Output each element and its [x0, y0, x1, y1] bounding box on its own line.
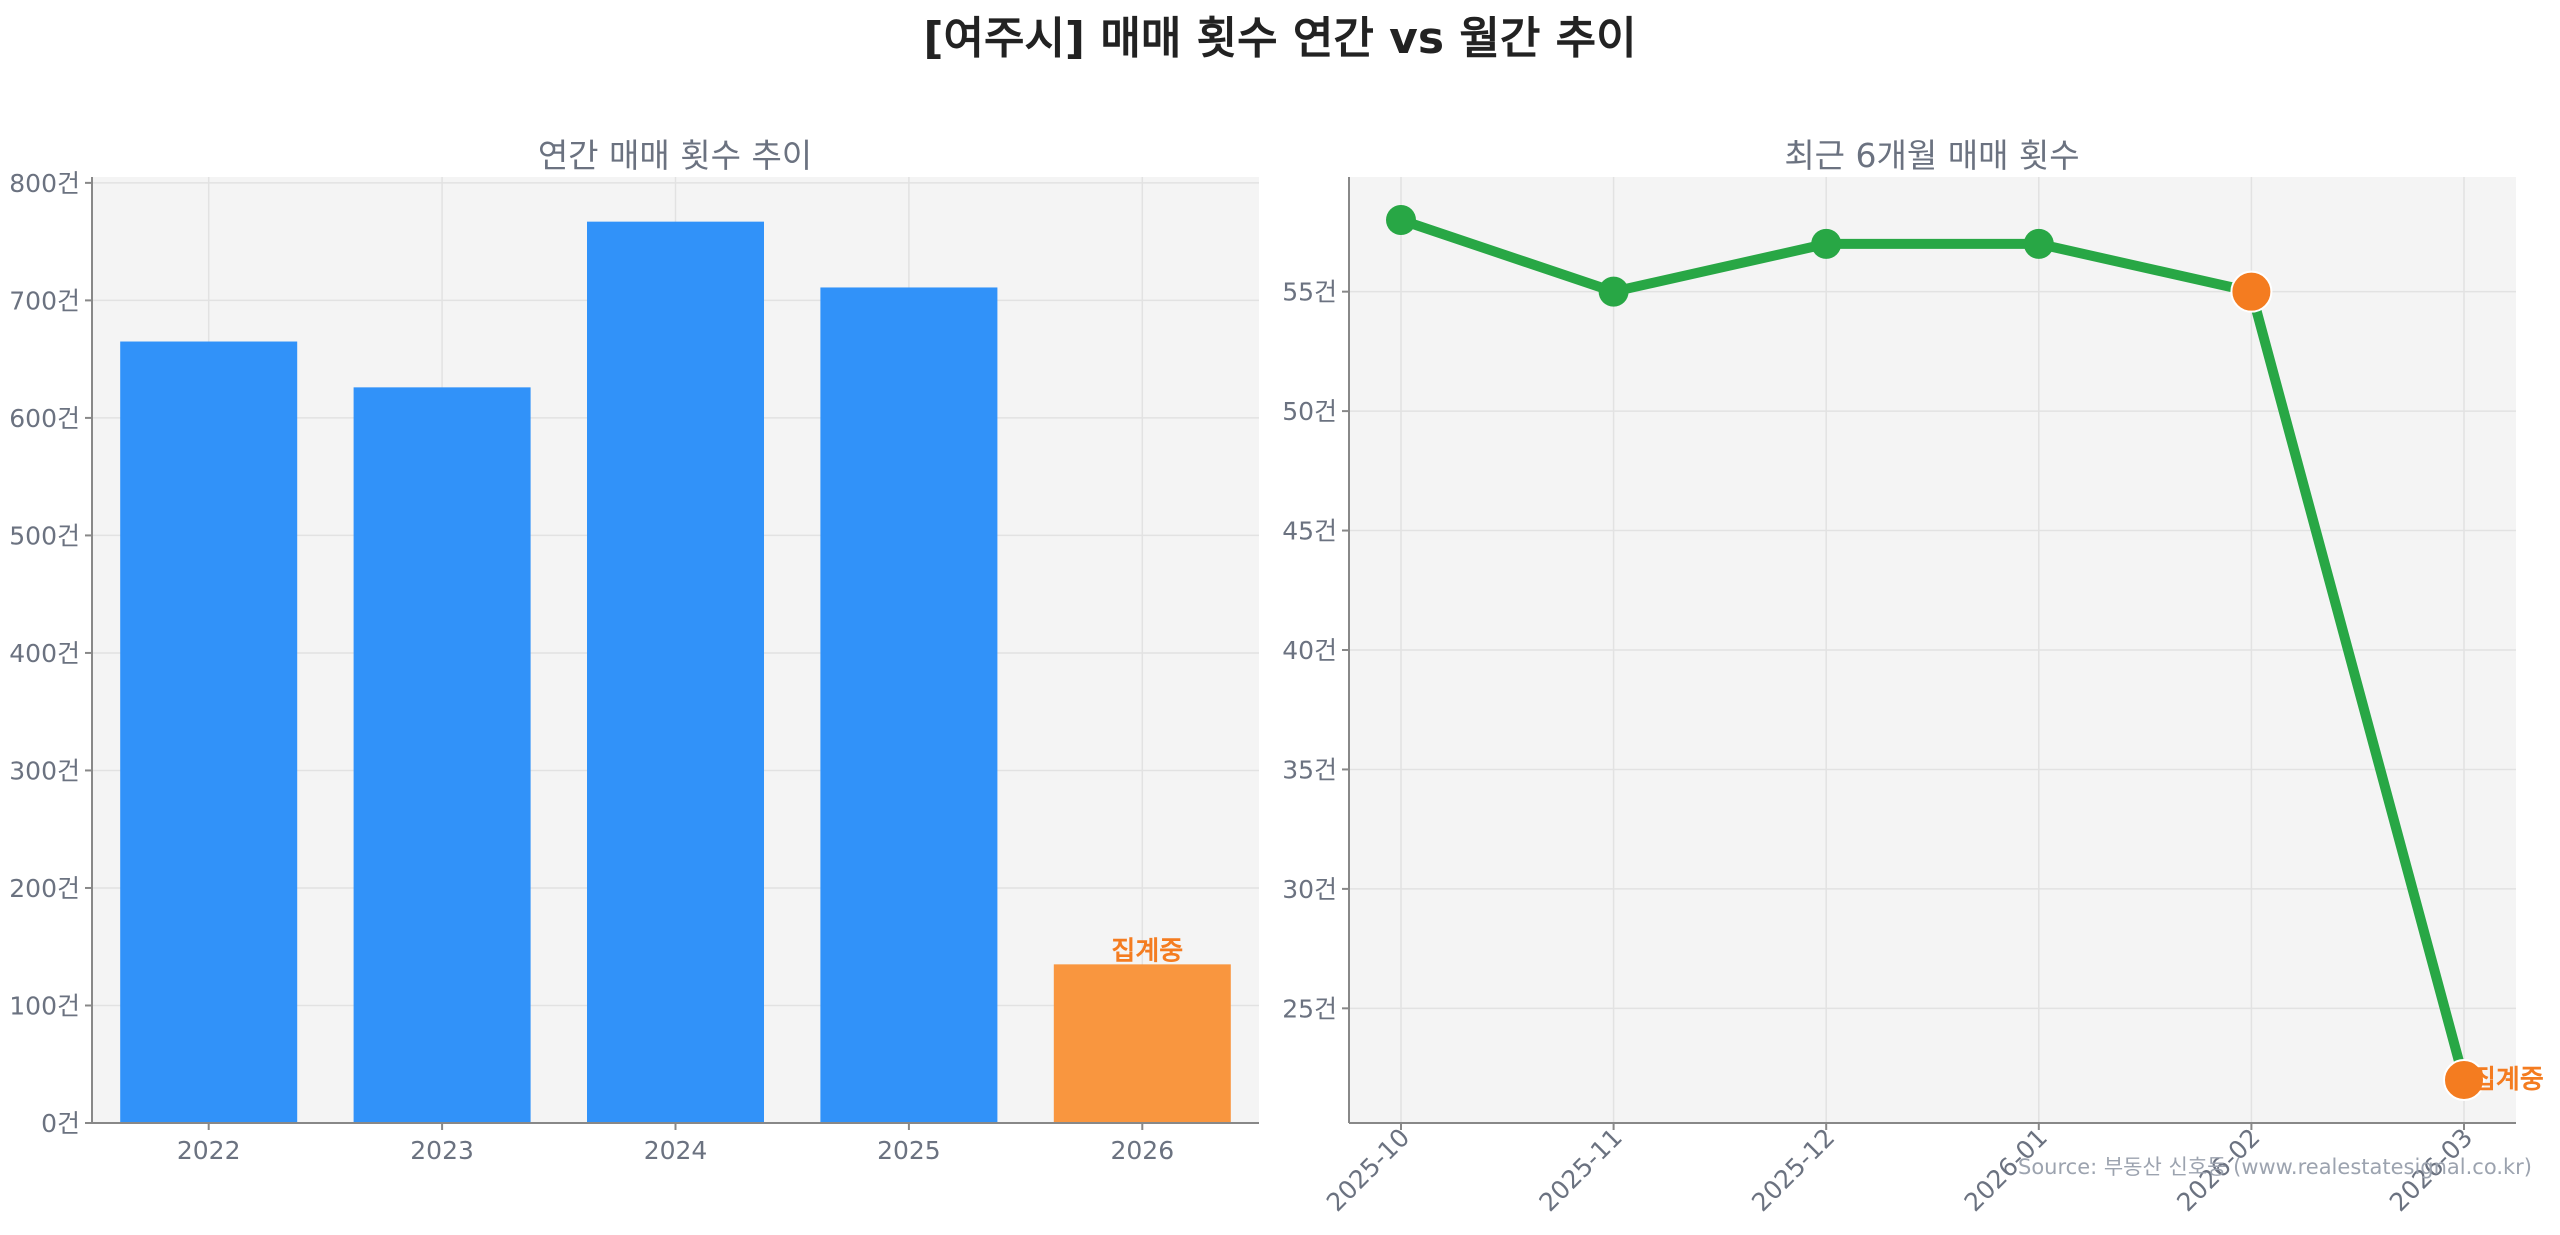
point-2025-11 [1598, 276, 1629, 307]
bar-2026 [1053, 964, 1231, 1123]
right-y-tick-label: 30건 [1282, 875, 1337, 904]
bar-2023 [353, 387, 531, 1123]
right-x-tick-label: 2025-11 [1533, 1123, 1627, 1217]
left-y-tick-label: 500건 [9, 521, 80, 550]
point-2025-10 [1386, 205, 1416, 235]
right-y-tick-label: 25건 [1282, 994, 1337, 1023]
left-y-tick-label: 600건 [9, 404, 80, 433]
left-x-tick-label: 2022 [177, 1136, 241, 1165]
right-y-tick-label: 35건 [1282, 755, 1337, 784]
pending-annotation-bar: 집계중 [1111, 936, 1183, 966]
left-y-tick-label: 700건 [9, 286, 80, 315]
point-2025-12 [1811, 228, 1842, 259]
point-2026-03 [2443, 1059, 2485, 1101]
point-2026-01 [2023, 228, 2054, 259]
left-x-tick-label: 2025 [877, 1136, 941, 1165]
right-y-tick-label: 50건 [1282, 397, 1337, 426]
right-chart-title: 최근 6개월 매매 횟수 [1784, 136, 2079, 175]
right-x-tick-label: 2025-10 [1321, 1123, 1415, 1217]
left-chart-title: 연간 매매 횟수 추이 [538, 136, 812, 175]
right-y-tick-label: 55건 [1282, 278, 1337, 307]
source-text: Source: 부동산 신호등 (www.realestatesignal.co… [2018, 1155, 2532, 1179]
left-y-tick-label: 400건 [9, 639, 80, 668]
right-y-tick-label: 40건 [1282, 636, 1337, 665]
figure-title: [여주시] 매매 횟수 연간 vs 월간 추이 [923, 13, 1637, 64]
left-y-tick-label: 0건 [41, 1109, 80, 1138]
annual-bar-chart: 0건 100건 200건 300건 400건 500건 600건 700건 800건 2022 20… [9, 136, 1259, 1165]
point-2026-02 [2230, 270, 2273, 313]
bar-2022 [120, 341, 298, 1123]
left-y-tick-label: 300건 [9, 756, 80, 785]
monthly-line-chart: 25건 30건 35건 40건 45건 50건 55건 2025-10 2025-11 2025-… [1282, 136, 2544, 1217]
left-x-tick-label: 2026 [1110, 1136, 1174, 1165]
right-x-tick-label: 2025-12 [1746, 1123, 1840, 1217]
left-x-tick-label: 2024 [644, 1136, 708, 1165]
left-y-tick-label: 200건 [9, 874, 80, 903]
left-y-tick-label: 100건 [9, 991, 80, 1020]
series-line [1396, 215, 2469, 1085]
bar-2024 [587, 221, 764, 1124]
left-x-tick-label: 2023 [410, 1136, 474, 1165]
pending-annotation-line: 집계중 [2472, 1065, 2544, 1095]
right-y-tick-label: 45건 [1282, 517, 1337, 546]
bar-2025 [820, 287, 998, 1123]
left-y-tick-label: 800건 [9, 169, 80, 198]
